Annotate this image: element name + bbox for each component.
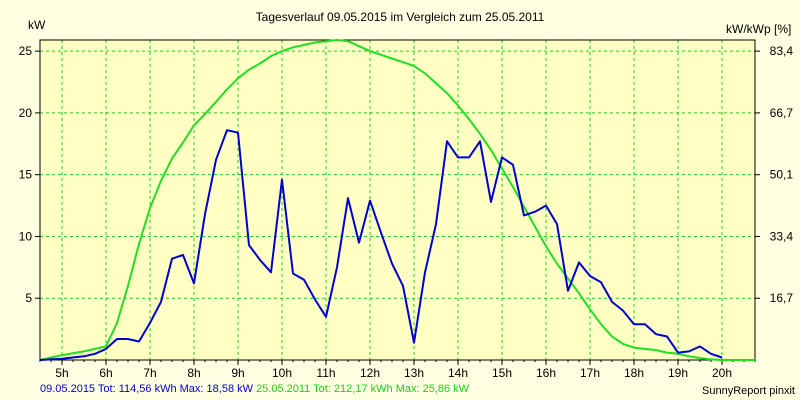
x-tick-label: 6h [99,366,112,380]
y-tick-label-left: 10 [19,229,33,243]
y-axis-label-left: kW [28,18,46,32]
y-tick-label-right: 66,7 [770,106,794,120]
chart-footer: 09.05.2015 Tot: 114,56 kWh Max: 18,58 kW… [40,383,469,395]
y-tick-label-right: 83,4 [770,44,794,58]
legend-series-2015: 09.05.2015 Tot: 114,56 kWh Max: 18,58 kW [40,383,253,395]
series-line-2011 [39,39,755,361]
x-tick-label: 20h [712,366,732,380]
y-tick-label-left: 20 [19,106,33,120]
x-tick-label: 5h [55,366,68,380]
credit-text: SunnyReport pinxit [702,385,795,397]
y-tick-label-left: 5 [25,291,32,305]
chart-title: Tagesverlauf 09.05.2015 im Vergleich zum… [255,10,545,24]
y-tick-label-left: 15 [19,168,33,182]
legend-series-2011: 25.05.2011 Tot: 212,17 kWh Max: 25,86 kW [256,383,470,395]
x-tick-label: 11h [316,366,335,380]
x-tick-label: 7h [143,366,156,380]
x-tick-label: 8h [187,366,200,380]
y-tick-label-right: 16,7 [770,291,794,305]
x-tick-label: 12h [360,366,380,380]
y-tick-label-right: 33,4 [770,229,794,243]
x-tick-label: 13h [404,366,424,380]
x-tick-label: 9h [231,366,244,380]
x-tick-label: 18h [624,366,644,380]
x-tick-label: 16h [536,366,556,380]
x-tick-label: 10h [272,366,292,380]
y-tick-label-left: 25 [19,44,33,58]
x-tick-label: 14h [448,366,468,380]
series-line-2015 [39,129,723,361]
x-tick-label: 19h [668,366,688,380]
plot-area [40,40,755,360]
y-axis-label-right: kW/kWp [%] [726,22,792,36]
plot-frame [39,39,756,361]
y-tick-label-right: 50,1 [770,168,794,182]
x-tick-label: 17h [580,366,600,380]
x-tick-label: 15h [492,366,512,380]
